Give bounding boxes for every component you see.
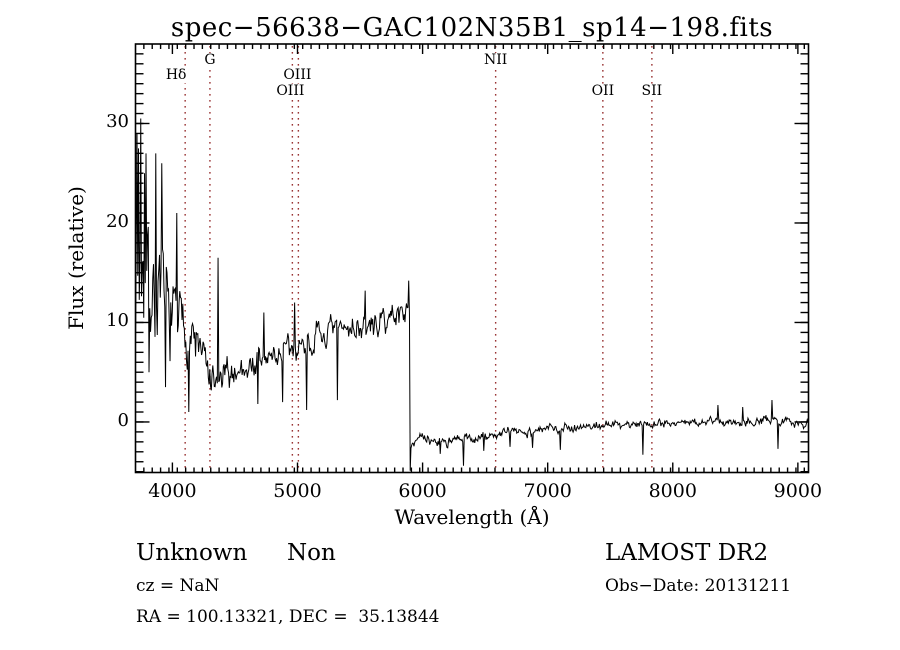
x-axis-title: Wavelength (Å) bbox=[394, 505, 550, 529]
object-class: Unknown bbox=[136, 540, 248, 566]
survey-label: LAMOST DR2 bbox=[605, 540, 769, 566]
x-tick-label: 9000 bbox=[773, 480, 823, 502]
y-tick-label: 10 bbox=[106, 310, 129, 332]
spectral-line-label: OIII bbox=[282, 67, 313, 83]
plot-box bbox=[134, 43, 810, 474]
x-tick-label: 6000 bbox=[398, 480, 447, 502]
spectral-line-label: NII bbox=[482, 52, 509, 68]
obs-date: Obs−Date: 20131211 bbox=[605, 576, 792, 596]
spectral-line-label: SII bbox=[640, 83, 664, 99]
page-title: spec−56638−GAC102N35B1_sp14−198.fits bbox=[170, 13, 774, 43]
spectrum-trace bbox=[136, 118, 808, 471]
x-tick-label: 4000 bbox=[148, 480, 197, 502]
y-tick-label: 0 bbox=[117, 409, 129, 431]
spectral-line-label: Hδ bbox=[164, 67, 188, 83]
x-tick-label: 5000 bbox=[273, 480, 322, 502]
y-tick-label: 30 bbox=[106, 111, 129, 133]
x-tick-label: 7000 bbox=[523, 480, 572, 502]
cz-value: cz = NaN bbox=[136, 576, 220, 596]
x-tick-label: 8000 bbox=[648, 480, 697, 502]
y-tick-label: 20 bbox=[106, 210, 129, 232]
spectral-line-label: OIII bbox=[275, 83, 306, 99]
y-axis-title: Flux (relative) bbox=[64, 186, 88, 330]
ra-dec-coords: RA = 100.13321, DEC = 35.13844 bbox=[136, 607, 440, 627]
spectral-line-label: G bbox=[203, 52, 217, 68]
object-subclass: Non bbox=[287, 540, 336, 566]
spectral-line-label: OII bbox=[590, 83, 616, 99]
axis-ticks bbox=[135, 44, 809, 473]
